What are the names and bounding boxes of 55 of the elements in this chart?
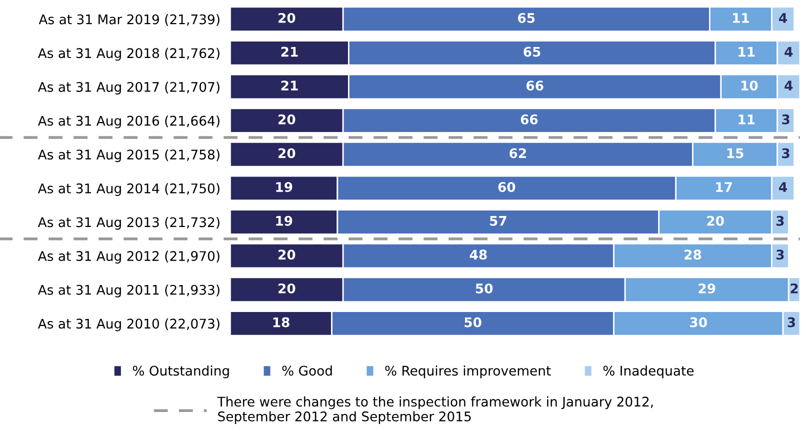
data-label: 21: [281, 46, 298, 57]
data-label: 20: [278, 283, 296, 294]
data-label: 60: [498, 182, 516, 192]
data-label: 30: [690, 317, 707, 328]
legend-label: % Good: [282, 365, 332, 376]
data-label: 66: [526, 80, 544, 91]
data-label: 62: [510, 148, 526, 158]
y-tick-label: As at 31 Aug 2017 (21,707): [38, 82, 220, 94]
data-label: 20: [707, 216, 724, 226]
data-label: 4: [784, 46, 793, 57]
data-label: 28: [684, 250, 702, 260]
y-tick-label: As at 31 Mar 2019 (21,739): [38, 14, 220, 26]
data-label: 20: [278, 12, 296, 23]
legend-label: % Inadequate: [603, 365, 694, 378]
data-label: 4: [779, 182, 787, 192]
data-label: 15: [727, 148, 744, 158]
data-label: 11: [733, 13, 749, 23]
data-label: 57: [490, 216, 506, 226]
data-label: 3: [788, 317, 795, 328]
y-tick-label: As at 31 Aug 2015 (21,758): [38, 149, 220, 162]
y-tick-label: As at 31 Aug 2018 (21,762): [38, 48, 220, 61]
data-label: 19: [276, 182, 292, 192]
data-label: 11: [738, 114, 755, 124]
data-label: 65: [524, 46, 540, 57]
data-label: 18: [273, 317, 290, 328]
data-label: 17: [716, 182, 732, 192]
data-label: 20: [278, 114, 296, 124]
data-label: 11: [738, 46, 755, 57]
data-label: 29: [698, 283, 716, 294]
data-label: 66: [520, 114, 538, 124]
data-label: 50: [476, 283, 493, 294]
y-tick-label: As at 31 Aug 2016 (21,664): [38, 116, 220, 128]
y-tick-label: As at 31 Aug 2012 (21,970): [38, 250, 220, 264]
y-tick-label: As at 31 Aug 2014 (21,750): [38, 183, 220, 196]
data-label: 48: [470, 250, 487, 260]
data-label: 20: [278, 250, 296, 260]
data-label: 3: [776, 250, 784, 260]
legend-label: % Outstanding: [132, 365, 229, 378]
data-label: 50: [464, 317, 482, 328]
data-label: 3: [776, 216, 784, 226]
data-label: 3: [782, 148, 790, 158]
data-label: 10: [741, 80, 758, 91]
legend-label: % Requires improvement: [385, 365, 551, 378]
y-tick-label: As at 31 Aug 2013 (21,732): [38, 216, 220, 230]
y-tick-label: As at 31 Aug 2011 (21,933): [38, 284, 220, 298]
data-label: 4: [784, 80, 793, 90]
text: There were changes to the inspection framework in January 2012, September 2012 and September 2015: [217, 396, 653, 424]
data-label: 21: [281, 80, 298, 90]
data-label: 2: [790, 283, 798, 294]
data-label: 3: [782, 114, 790, 124]
data-label: 20: [278, 148, 296, 158]
data-label: 65: [518, 12, 535, 23]
y-tick-label: As at 31 Aug 2010 (22,073): [38, 318, 220, 332]
data-label: 19: [276, 216, 292, 226]
data-label: 4: [779, 13, 787, 23]
